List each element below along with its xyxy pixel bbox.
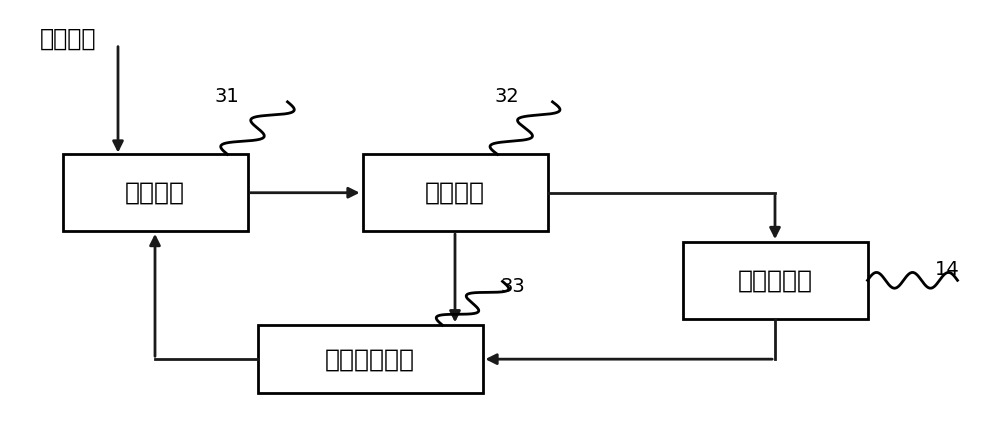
Text: 32: 32 — [495, 87, 520, 106]
Text: 控制模块: 控制模块 — [125, 181, 185, 205]
Text: 33: 33 — [500, 277, 525, 297]
Text: 目标位置: 目标位置 — [40, 26, 96, 50]
Bar — [682, 242, 868, 319]
Bar — [62, 155, 248, 231]
Text: 14: 14 — [935, 260, 960, 279]
Bar — [258, 325, 482, 393]
Bar — [363, 155, 548, 231]
Text: 驱动模块: 驱动模块 — [425, 181, 485, 205]
Text: 位置反馈模块: 位置反馈模块 — [325, 347, 415, 371]
Text: 31: 31 — [215, 87, 240, 106]
Text: 多叶准直器: 多叶准直器 — [738, 268, 812, 292]
